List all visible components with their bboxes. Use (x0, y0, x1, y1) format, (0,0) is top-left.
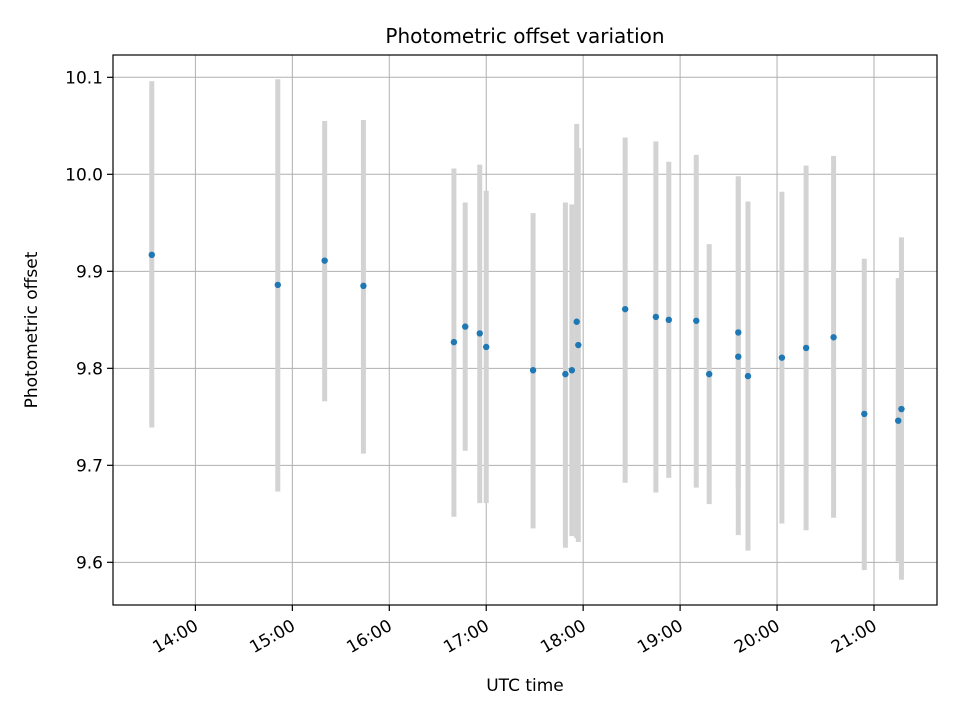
data-point (483, 343, 490, 351)
data-point (274, 281, 281, 289)
data-point (778, 354, 786, 361)
data-point (693, 317, 700, 324)
data-point (575, 341, 582, 349)
y-axis-label: Photometric offset (22, 251, 42, 408)
grid (113, 55, 937, 605)
plot-frame (112, 54, 938, 606)
data-point (476, 330, 483, 337)
y-tick-label: 9.7 (76, 456, 103, 476)
data-point (861, 410, 868, 418)
chart-title: Photometric offset variation (385, 24, 664, 48)
data-point (462, 323, 469, 330)
data-point (735, 329, 742, 336)
data-point (665, 316, 672, 324)
x-axis-label: UTC time (486, 676, 564, 696)
data-point (898, 405, 905, 413)
y-tick-label: 10.1 (65, 68, 103, 88)
y-tick-label: 9.6 (76, 553, 103, 573)
data-point (744, 372, 752, 380)
data-point (321, 257, 328, 264)
data-point (360, 282, 367, 290)
y-tick-label: 10.0 (65, 165, 103, 185)
data-point (148, 251, 155, 259)
data-point (529, 367, 537, 374)
data-point (705, 370, 713, 378)
data-point (830, 334, 837, 341)
y-tick-label: 9.9 (76, 262, 103, 282)
data-points (148, 251, 905, 424)
data-point (621, 305, 629, 313)
data-point (802, 344, 810, 352)
data-point (568, 367, 576, 374)
data-point (450, 338, 458, 346)
y-tick-label: 9.8 (76, 359, 103, 379)
data-point (895, 417, 902, 424)
data-point (652, 313, 660, 321)
data-point (562, 370, 569, 378)
y-axis-ticks: 9.6 9.7 9.8 9.9 10.0 10.1 (65, 68, 113, 573)
data-point (735, 353, 742, 360)
data-point (573, 318, 580, 325)
